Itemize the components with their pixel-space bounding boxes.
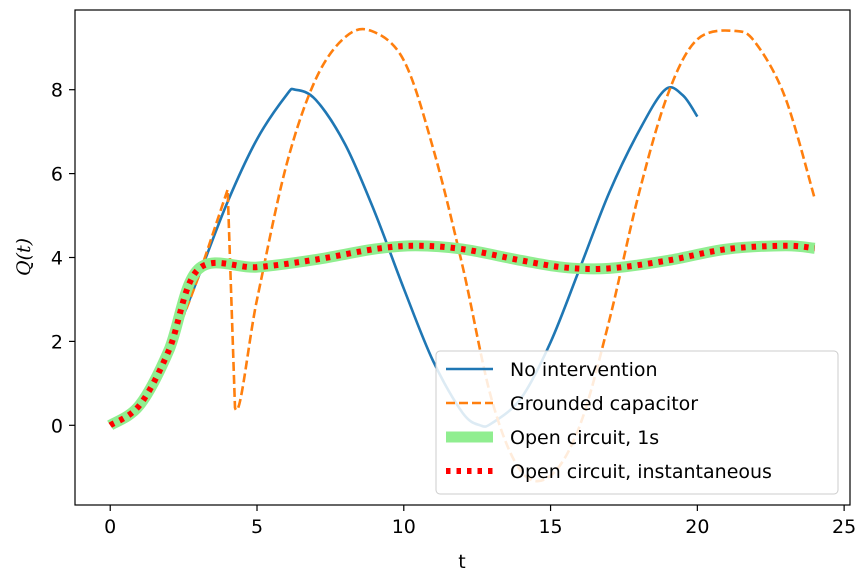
series-line-1 xyxy=(109,86,699,428)
x-tick-label: 0 xyxy=(104,516,116,538)
x-tick-label: 25 xyxy=(832,516,856,538)
legend-label-1: No intervention xyxy=(510,359,658,381)
x-tick-label: 15 xyxy=(538,516,562,538)
y-tick-label: 8 xyxy=(51,80,63,102)
legend: No intervention Grounded capacitor Open ci… xyxy=(435,350,839,495)
x-tick-label: 10 xyxy=(392,516,416,538)
y-tick-label: 6 xyxy=(51,164,63,186)
y-tick-label: 4 xyxy=(51,248,63,270)
x-tick-label: 5 xyxy=(251,516,263,538)
series-line-2 xyxy=(109,27,817,483)
x-axis-ticks: 0 5 10 15 20 25 xyxy=(104,505,856,538)
x-tick-label: 20 xyxy=(685,516,709,538)
series-layer xyxy=(107,27,817,483)
legend-label-3: Open circuit, 1s xyxy=(510,427,659,449)
x-axis-label: t xyxy=(458,551,465,573)
legend-box xyxy=(435,350,839,495)
legend-label-2: Grounded capacitor xyxy=(510,393,698,415)
y-axis-label: Q(t) xyxy=(13,238,35,276)
y-tick-label: 2 xyxy=(51,331,63,353)
legend-label-4: Open circuit, instantaneous xyxy=(510,461,772,483)
series-line-4 xyxy=(108,242,816,428)
y-tick-label: 0 xyxy=(51,415,63,437)
y-axis-ticks: 0 2 4 6 8 xyxy=(51,80,75,437)
